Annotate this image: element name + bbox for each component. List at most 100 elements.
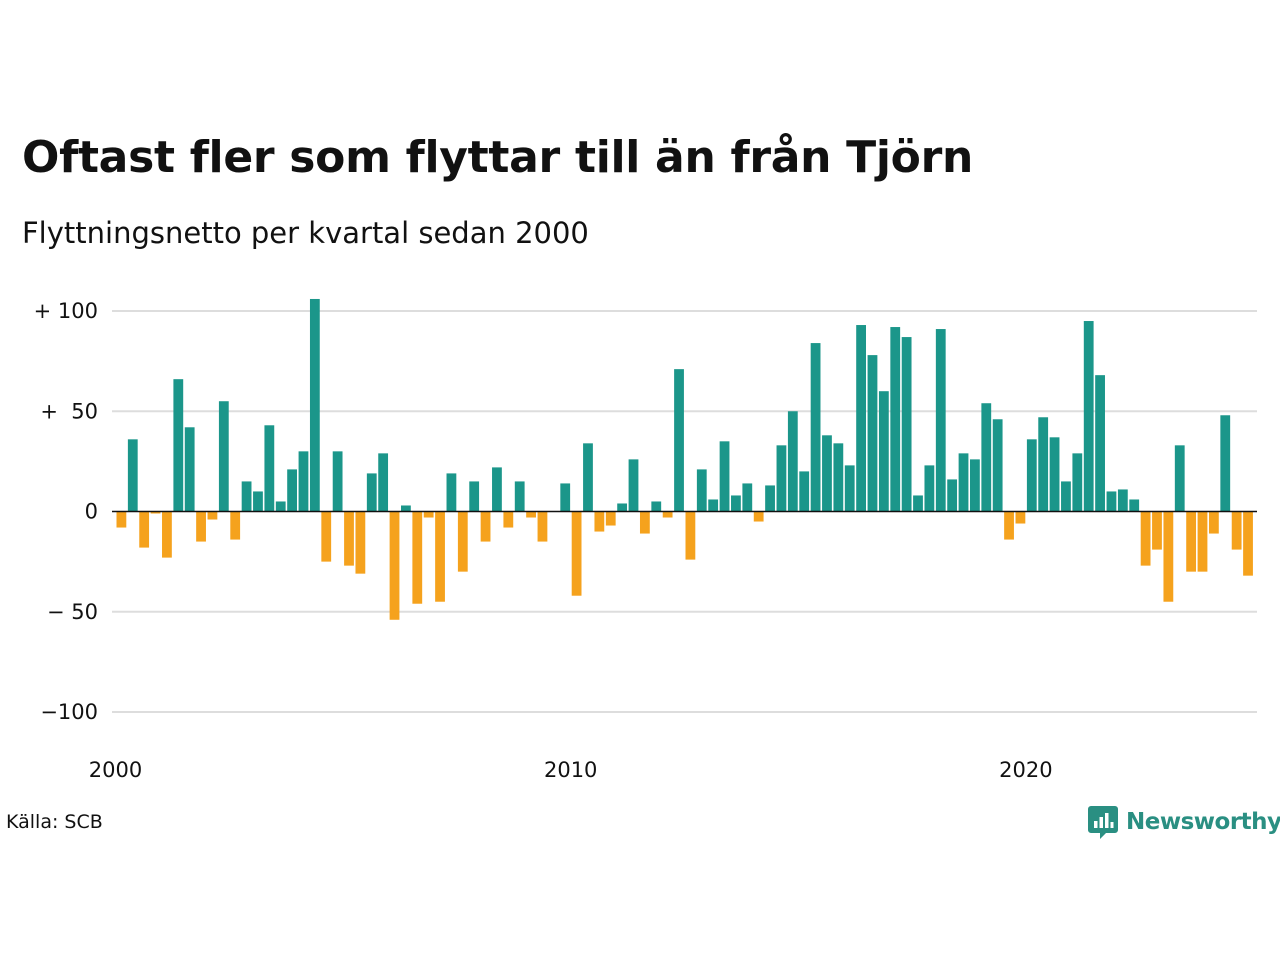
x-tick-labels: 2000 2010 2020: [89, 758, 1053, 782]
bar: [719, 441, 730, 512]
x-tick-label: 2000: [89, 758, 142, 782]
bar: [583, 443, 593, 512]
bar: [867, 355, 878, 512]
bar: [731, 495, 741, 512]
bar: [537, 511, 548, 542]
bar: [1106, 491, 1117, 512]
bar: [366, 473, 377, 512]
newsworthy-logo: Newsworthy: [1088, 804, 1280, 840]
bar: [1220, 415, 1231, 512]
bar: [685, 511, 696, 560]
bar: [947, 479, 958, 512]
chart-subtitle: Flyttningsnetto per kvartal sedan 2000: [22, 216, 589, 250]
bar: [696, 469, 707, 512]
bar: [560, 483, 571, 512]
bar: [1026, 439, 1037, 512]
bar: [617, 503, 628, 512]
bar: [981, 403, 992, 512]
bar: [605, 511, 616, 526]
bar: [674, 369, 684, 512]
bar: [469, 481, 480, 512]
bar: [139, 511, 150, 548]
bar: [173, 379, 184, 512]
bar: [526, 511, 536, 518]
bar: [230, 511, 241, 540]
bar: [833, 443, 844, 512]
bar: [1038, 417, 1049, 512]
bar: [218, 401, 229, 512]
bar: [1061, 481, 1071, 512]
logo-text: Newsworthy: [1126, 809, 1280, 835]
bar: [184, 427, 195, 512]
bar: [241, 481, 252, 512]
bar: [321, 511, 332, 562]
bar: [264, 425, 275, 512]
bar: [287, 469, 297, 512]
bar: [1231, 511, 1242, 550]
bar: [628, 459, 639, 512]
bar: [298, 451, 309, 512]
bar: [1072, 453, 1083, 512]
bar: [935, 329, 946, 512]
bar: [594, 511, 605, 532]
bar: [1015, 511, 1026, 524]
bar: [1083, 321, 1094, 512]
bar: [401, 505, 411, 512]
y-tick-label: − 50: [47, 600, 98, 624]
bar: [787, 411, 798, 512]
bar: [844, 465, 855, 512]
bar: [742, 483, 753, 512]
bar: [639, 511, 650, 534]
bar: [776, 445, 787, 512]
bar: [503, 511, 514, 528]
bar: [116, 511, 127, 528]
x-tick-label: 2020: [999, 758, 1052, 782]
bar: [571, 511, 582, 596]
bar: [480, 511, 491, 542]
bar: [423, 511, 434, 518]
bar: [1163, 511, 1174, 602]
bar: [127, 439, 138, 512]
bar: [1004, 511, 1014, 540]
y-tick-label: 0: [85, 500, 98, 524]
bar: [435, 511, 445, 602]
bar: [856, 325, 866, 512]
bar: [810, 343, 821, 512]
source-note: Källa: SCB: [6, 811, 103, 833]
bar: [1095, 375, 1105, 512]
bar: [378, 453, 389, 512]
bar: [799, 471, 810, 512]
bar: [1186, 511, 1197, 572]
bar: [1049, 437, 1060, 512]
bar: [207, 511, 218, 520]
bar: [970, 459, 980, 512]
bar: [890, 327, 901, 512]
bar: [1243, 511, 1253, 576]
bar: [389, 511, 400, 620]
bar: [1117, 489, 1128, 512]
bar: [457, 511, 468, 572]
y-tick-label: −100: [40, 700, 98, 724]
bar: [753, 511, 764, 522]
bar: [275, 501, 286, 512]
bar: [196, 511, 206, 542]
y-tick-labels: + 100 + 50 0 − 50 −100: [34, 299, 98, 724]
bar: [992, 419, 1003, 512]
newsworthy-chart-bubble-icon: [1088, 806, 1118, 839]
bar-chart: + 100 + 50 0 − 50 −100 2000 2010 2020: [34, 298, 1257, 782]
bars: [116, 298, 1253, 620]
bar: [344, 511, 354, 566]
bar: [1129, 499, 1140, 512]
y-tick-label: + 100: [34, 299, 98, 323]
bar: [662, 511, 673, 518]
bar: [708, 499, 719, 512]
bar: [446, 473, 457, 512]
x-tick-label: 2010: [544, 758, 597, 782]
bar: [514, 481, 525, 512]
bar: [355, 511, 366, 574]
bar: [958, 453, 969, 512]
grid-lines: [112, 310, 1257, 713]
bar: [1197, 511, 1208, 572]
bar: [1140, 511, 1151, 566]
bar: [878, 391, 889, 512]
